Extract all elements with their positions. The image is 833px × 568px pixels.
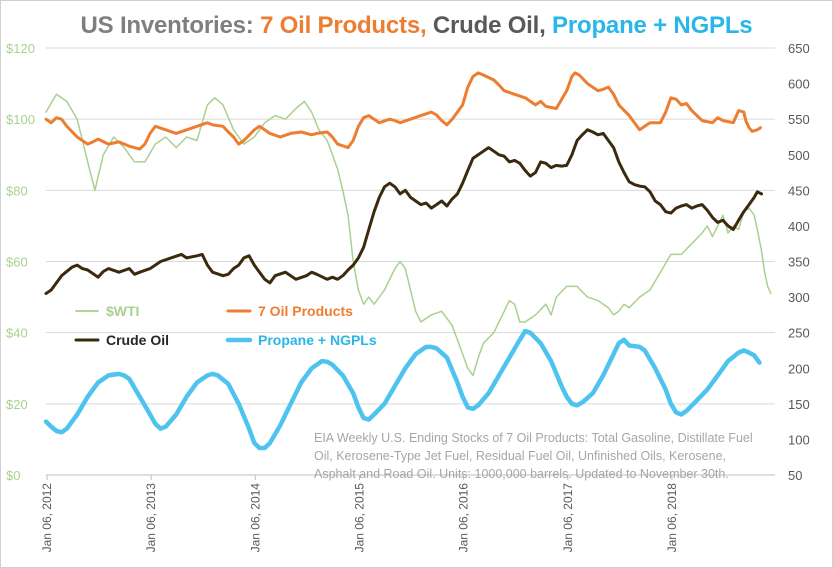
y-right-tick-label: 600 <box>788 77 810 92</box>
y-axis-right: 50 100 150 200 250 300 350 400 450 500 550 600 650 <box>788 41 810 483</box>
x-tick-label: Jan 06, 2013 <box>144 483 158 553</box>
y-right-tick-label: 200 <box>788 361 810 376</box>
y-right-tick-label: 250 <box>788 326 810 341</box>
series-line-oil_products <box>44 71 762 151</box>
x-tick-label: Jan 06, 2017 <box>561 483 575 553</box>
y-right-tick-label: 50 <box>788 468 802 483</box>
title-part-oil-products: 7 Oil Products, <box>260 12 427 39</box>
chart-title: US Inventories: 7 Oil Products, Crude Oi… <box>0 12 833 40</box>
y-left-tick-label: $120 <box>6 41 35 56</box>
y-right-tick-label: 100 <box>788 432 810 447</box>
legend-label-oil_products: 7 Oil Products <box>258 303 353 319</box>
x-tick-label: Jan 06, 2014 <box>248 483 262 553</box>
legend-label-propane: Propane + NGPLs <box>258 332 377 348</box>
title-part-crude-oil: Crude Oil, <box>426 12 546 39</box>
legend: $WTI 7 Oil Products Crude Oil Propane + NGP… <box>74 303 377 348</box>
series-line-wti <box>45 93 772 377</box>
y-right-tick-label: 500 <box>788 148 810 163</box>
y-left-tick-label: $80 <box>6 183 28 198</box>
title-part-us-inventories: US Inventories: <box>80 12 261 39</box>
y-left-tick-label: $0 <box>6 468 20 483</box>
y-right-tick-label: 650 <box>788 41 810 56</box>
x-tick-label: Jan 06, 2016 <box>457 483 471 553</box>
y-right-tick-label: 400 <box>788 219 810 234</box>
x-tick-label: Jan 06, 2018 <box>665 483 679 553</box>
annotation-line: Asphalt and Road Oil. Units: 1000,000 ba… <box>314 467 729 481</box>
source-annotation: EIA Weekly U.S. Ending Stocks of 7 Oil P… <box>314 431 753 481</box>
annotation-line: Oil, Kerosene-Type Jet Fuel, Residual Fu… <box>314 449 726 463</box>
x-axis: Jan 06, 2012 Jan 06, 2013 Jan 06, 2014 Jan … <box>40 474 775 553</box>
y-left-tick-label: $40 <box>6 326 28 341</box>
legend-label-wti: $WTI <box>106 303 139 319</box>
y-right-tick-label: 450 <box>788 183 810 198</box>
y-right-tick-label: 550 <box>788 112 810 127</box>
series-lines <box>43 71 772 451</box>
y-left-tick-label: $100 <box>6 112 35 127</box>
y-left-tick-label: $20 <box>6 397 28 412</box>
y-right-tick-label: 150 <box>788 397 810 412</box>
y-left-tick-label: $60 <box>6 255 28 270</box>
x-tick-label: Jan 06, 2012 <box>40 483 54 553</box>
title-part-propane: Propane + NGPLs <box>545 12 753 39</box>
x-tick-label: Jan 06, 2015 <box>352 483 366 553</box>
series-line-propane <box>43 328 762 451</box>
legend-label-crude_oil: Crude Oil <box>106 332 169 348</box>
annotation-line: EIA Weekly U.S. Ending Stocks of 7 Oil P… <box>314 431 753 445</box>
y-right-tick-label: 350 <box>788 255 810 270</box>
y-axis-left: $0 $20 $40 $60 $80 $100 $120 <box>6 41 35 483</box>
series-line-crude_oil <box>44 128 763 295</box>
y-right-tick-label: 300 <box>788 290 810 305</box>
